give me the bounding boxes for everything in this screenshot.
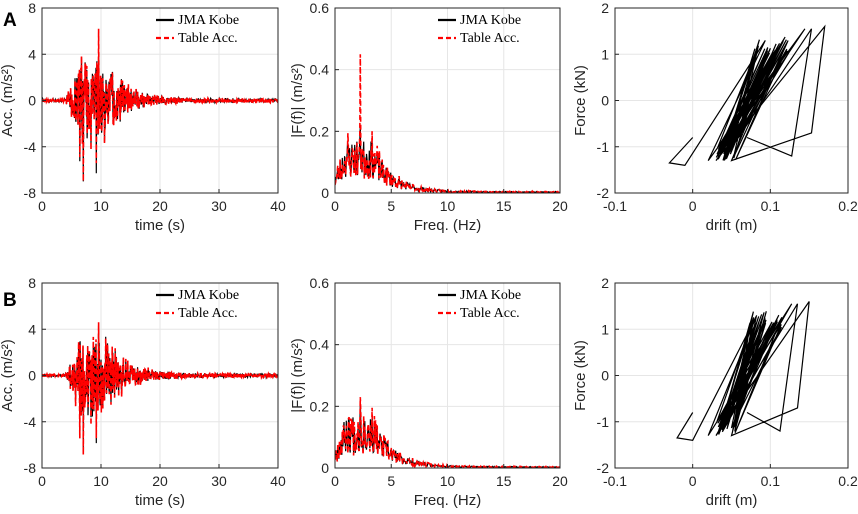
x-axis-label: Freq. (Hz) <box>414 492 482 509</box>
panel-label-b: B <box>3 290 17 311</box>
y-tick-label: 0 <box>321 185 329 201</box>
panel-label-a: A <box>3 10 17 31</box>
x-tick-label: 20 <box>552 473 568 489</box>
x-tick-label: 10 <box>93 198 109 214</box>
y-tick-label: -1 <box>597 139 610 155</box>
chart-a-freq: 0 5 10 15 20 0 0.2 0.4 0.6 Freq. (Hz) |F(f)| (m/s²… <box>289 0 568 234</box>
chart-b-hyst: -0.1 0 0.1 0.2 -2 -1 0 1 2 drift (m) Force (kN) <box>572 275 858 509</box>
y-axis-label: Acc. (m/s²) <box>0 64 16 137</box>
x-tick-label: 10 <box>440 473 456 489</box>
x-tick-label: 15 <box>496 473 512 489</box>
y-tick-label: 2 <box>601 0 609 16</box>
x-tick-label: 0 <box>38 473 46 489</box>
y-tick-label: -4 <box>24 414 37 430</box>
y-tick-label: 8 <box>28 275 36 291</box>
x-tick-label: 0.1 <box>761 198 781 214</box>
x-axis-label: time (s) <box>135 217 185 234</box>
legend: JMA Kobe Table Acc. <box>156 13 239 46</box>
x-tick-label: 0 <box>689 473 697 489</box>
y-axis-label: Force (kN) <box>572 65 589 136</box>
y-axis-label: |F(f)| (m/s²) <box>289 338 306 412</box>
x-tick-label: 20 <box>152 198 168 214</box>
x-tick-label: 40 <box>270 198 286 214</box>
x-tick-label: 15 <box>496 198 512 214</box>
x-tick-label: 5 <box>387 473 395 489</box>
x-tick-label: 30 <box>211 473 227 489</box>
y-tick-label: 4 <box>28 321 36 337</box>
y-tick-label: -8 <box>24 460 37 476</box>
legend: JMA Kobe Table Acc. <box>156 288 239 321</box>
series-line-table-acc- <box>335 54 560 193</box>
chart-b-time: 0 10 20 30 40 -8 -4 0 4 8 time (s) Acc. (m/s²) JMA K… <box>0 275 286 509</box>
x-tick-label: 20 <box>152 473 168 489</box>
x-tick-label: 0 <box>38 198 46 214</box>
y-tick-label: 0 <box>28 368 36 384</box>
series-line-force-drift <box>676 301 810 441</box>
y-tick-label: 0.2 <box>310 123 330 139</box>
y-tick-label: 0.4 <box>310 337 330 353</box>
y-tick-label: 0.4 <box>310 62 330 78</box>
y-tick-label: 0 <box>321 460 329 476</box>
legend-label: Table Acc. <box>460 31 520 46</box>
y-tick-label: 0.6 <box>310 0 330 16</box>
series-line-table-acc- <box>42 322 278 455</box>
y-tick-label: -2 <box>597 460 610 476</box>
legend: JMA Kobe Table Acc. <box>438 13 521 46</box>
legend-label: JMA Kobe <box>460 13 521 28</box>
y-tick-label: 0 <box>601 368 609 384</box>
y-axis-label: |F(f)| (m/s²) <box>289 63 306 137</box>
y-tick-label: 0 <box>601 93 609 109</box>
y-tick-label: 0 <box>28 93 36 109</box>
y-tick-label: 0.6 <box>310 275 330 291</box>
y-tick-label: 1 <box>601 46 609 62</box>
y-tick-label: -1 <box>597 414 610 430</box>
legend: JMA Kobe Table Acc. <box>438 288 521 321</box>
chart-a-hyst: -0.1 0 0.1 0.2 -2 -1 0 1 2 drift (m) Force (kN) <box>572 0 858 234</box>
x-tick-label: 0.2 <box>838 198 858 214</box>
x-tick-label: 10 <box>440 198 456 214</box>
series-line-force-drift <box>668 24 826 166</box>
x-axis-label: drift (m) <box>706 492 758 509</box>
y-tick-label: -4 <box>24 139 37 155</box>
x-axis-label: time (s) <box>135 492 185 509</box>
y-tick-label: 1 <box>601 321 609 337</box>
legend-label: Table Acc. <box>178 306 238 321</box>
x-tick-label: 30 <box>211 198 227 214</box>
x-tick-label: 20 <box>552 198 568 214</box>
y-tick-label: -2 <box>597 185 610 201</box>
x-tick-label: 0 <box>331 473 339 489</box>
series-line-table-acc- <box>42 28 278 182</box>
x-axis-label: drift (m) <box>706 217 758 234</box>
legend-label: Table Acc. <box>460 306 520 321</box>
y-axis-label: Acc. (m/s²) <box>0 339 16 412</box>
x-tick-label: -0.1 <box>603 473 627 489</box>
y-axis-label: Force (kN) <box>572 340 589 411</box>
legend-label: JMA Kobe <box>178 13 239 28</box>
x-tick-label: 0.1 <box>761 473 781 489</box>
x-tick-label: 5 <box>387 198 395 214</box>
x-tick-label: 0 <box>689 198 697 214</box>
x-axis-label: Freq. (Hz) <box>414 217 482 234</box>
chart-b-freq: 0 5 10 15 20 0 0.2 0.4 0.6 Freq. (Hz) |F(f)| (m/s²… <box>289 275 568 509</box>
x-tick-label: 40 <box>270 473 286 489</box>
legend-label: JMA Kobe <box>460 288 521 303</box>
legend-label: JMA Kobe <box>178 288 239 303</box>
legend-label: Table Acc. <box>178 31 238 46</box>
y-tick-label: -8 <box>24 185 37 201</box>
x-tick-label: 0 <box>331 198 339 214</box>
x-tick-label: 10 <box>93 473 109 489</box>
chart-a-time: 0 10 20 30 40 -8 -4 0 4 8 time (s) Acc. (m/s²) JMA K… <box>0 0 286 234</box>
y-tick-label: 8 <box>28 0 36 16</box>
y-tick-label: 0.2 <box>310 398 330 414</box>
x-tick-label: 0.2 <box>838 473 858 489</box>
y-tick-label: 2 <box>601 275 609 291</box>
y-tick-label: 4 <box>28 46 36 62</box>
x-tick-label: -0.1 <box>603 198 627 214</box>
